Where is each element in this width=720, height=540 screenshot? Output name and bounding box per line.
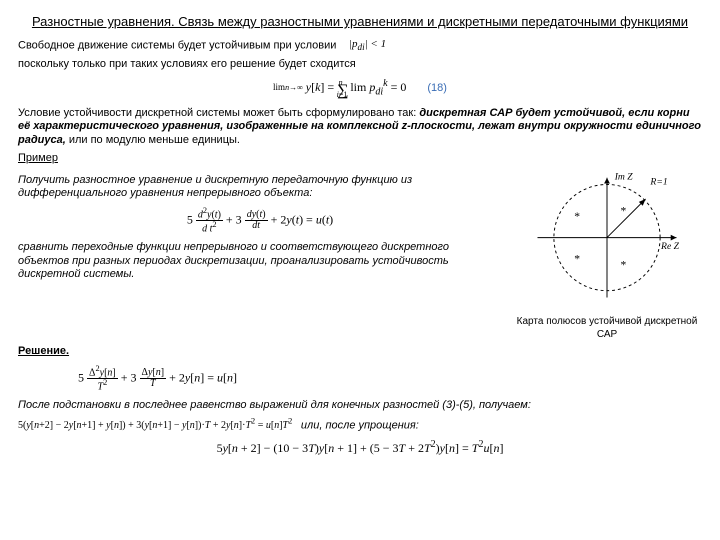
svg-text:*: * [621, 204, 627, 217]
svg-text:*: * [574, 252, 580, 265]
para-2: поскольку только при таких условиях его … [18, 58, 702, 72]
p-subst: После подстановки в последнее равенство … [18, 399, 702, 413]
eq18-number: (18) [427, 82, 447, 94]
solution-label: Решение. [18, 345, 702, 359]
equation-18: limn→∞ y[k] = ∑ni=1 lim pdik = 0 (18) [18, 78, 702, 101]
example-label: Пример [18, 152, 702, 166]
example-block: Получить разностное уравнение и дискретн… [18, 170, 702, 342]
eq18-body: limn→∞ y[k] = ∑ni=1 lim pdik = 0 [273, 80, 409, 94]
p-or: или, после упрощения: [301, 419, 419, 431]
p3c: или по модулю меньше единицы. [66, 134, 240, 146]
para-3: Условие устойчивости дискретной системы … [18, 107, 702, 148]
stability-condition: |pdi| < 1 [343, 38, 386, 54]
example-right: R=1 Im Z Re Z * * * * Карта полюсов усто… [512, 170, 702, 342]
example-left: Получить разностное уравнение и дискретн… [18, 170, 502, 286]
pole-map-diagram: R=1 Im Z Re Z * * * * [522, 170, 692, 310]
svg-text:*: * [621, 258, 627, 271]
para-1: Свободное движение системы будет устойчи… [18, 38, 702, 54]
ode-equation: 5 d2y(t)d t2 + 3 dy(t)dt + 2y(t) = u(t) [18, 207, 502, 235]
p3a: Условие устойчивости дискретной системы … [18, 107, 419, 119]
p1-text: Свободное движение системы будет устойчи… [18, 40, 336, 52]
expanded-eq: 5(y[n+2] − 2y[n+1] + y[n]) + 3(y[n+1] − … [18, 420, 295, 431]
expanded-line: 5(y[n+2] − 2y[n+1] + y[n]) + 3(y[n+1] − … [18, 417, 702, 433]
re-axis-label: Re Z [660, 241, 680, 252]
page-title: Разностные уравнения. Связь между разнос… [18, 14, 702, 30]
svg-text:*: * [574, 210, 580, 223]
radius-label: R=1 [649, 176, 667, 187]
im-axis-label: Im Z [614, 171, 634, 182]
diagram-caption: Карта полюсов устойчивой дискретной САР [512, 316, 702, 341]
final-eq: 5y[n + 2] − (10 − 3T)y[n + 1] + (5 − 3T … [18, 439, 702, 456]
ex-task-2: сравнить переходные функции непрерывного… [18, 241, 502, 282]
difference-eq-raw: 5 Δ2y[n]T2 + 3 Δy[n]T + 2y[n] = u[n] [18, 365, 702, 393]
ex-task-1: Получить разностное уравнение и дискретн… [18, 174, 502, 202]
